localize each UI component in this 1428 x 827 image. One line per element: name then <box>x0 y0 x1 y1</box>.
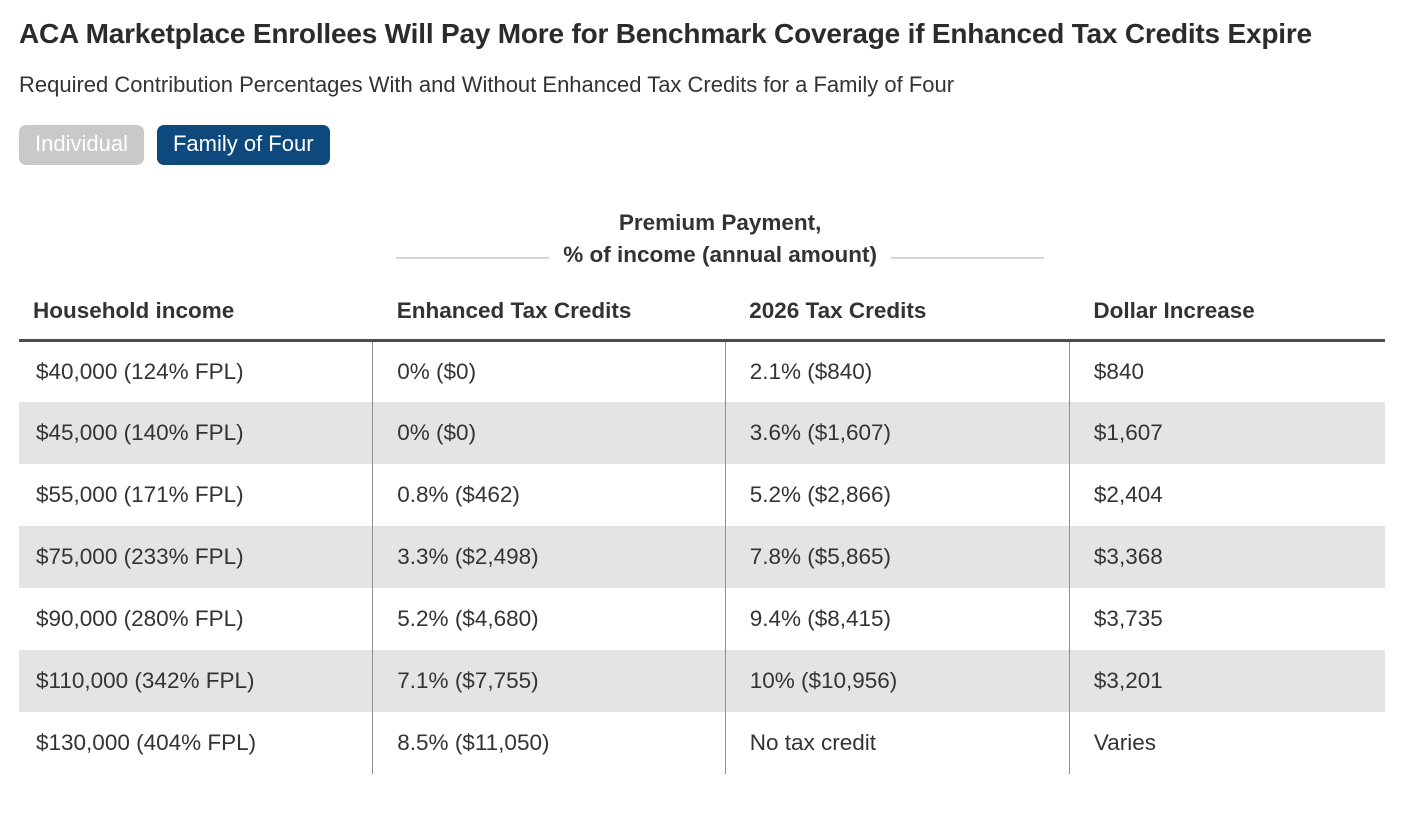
cell-enhanced: 7.1% ($7,755) <box>372 650 726 713</box>
cell-increase: $2,404 <box>1068 464 1385 527</box>
column-header-2026-tax-credits: 2026 Tax Credits <box>725 273 1070 342</box>
table-row: $55,000 (171% FPL) 0.8% ($462) 5.2% ($2,… <box>19 464 1385 527</box>
group-header-line1: Premium Payment, <box>618 209 822 235</box>
cell-enhanced: 0% ($0) <box>372 402 726 465</box>
column-header-household-income: Household income <box>19 273 373 342</box>
cell-increase: $840 <box>1068 340 1385 403</box>
table-row: $130,000 (404% FPL) 8.5% ($11,050) No ta… <box>19 712 1385 775</box>
cell-increase: Varies <box>1068 712 1385 775</box>
cell-2026: No tax credit <box>724 712 1070 775</box>
column-header-dollar-increase: Dollar Increase <box>1069 273 1385 342</box>
cell-enhanced: 3.3% ($2,498) <box>372 526 726 589</box>
page-title: ACA Marketplace Enrollees Will Pay More … <box>19 18 1312 49</box>
page-subtitle: Required Contribution Percentages With a… <box>19 72 955 98</box>
column-header-row: Household income Enhanced Tax Credits 20… <box>19 273 1385 342</box>
cell-increase: $1,607 <box>1068 402 1385 465</box>
cell-2026: 10% ($10,956) <box>724 650 1070 713</box>
toggle-individual-button[interactable]: Individual <box>19 125 144 165</box>
group-header-label: Premium Payment, % of income (annual amo… <box>549 207 891 272</box>
cell-increase: $3,735 <box>1068 588 1385 651</box>
cell-income: $75,000 (233% FPL) <box>36 544 244 570</box>
cell-increase: $3,368 <box>1068 526 1385 589</box>
cell-enhanced: 0.8% ($462) <box>372 464 726 527</box>
group-header-line2: % of income (annual amount) <box>563 242 877 268</box>
group-header-rule-left <box>395 256 550 259</box>
contribution-table: Premium Payment, % of income (annual amo… <box>19 207 1385 775</box>
page: ACA Marketplace Enrollees Will Pay More … <box>19 18 1404 775</box>
cell-income: $110,000 (342% FPL) <box>36 668 255 694</box>
cell-income: $40,000 (124% FPL) <box>36 359 244 385</box>
group-header-rule-right <box>890 256 1045 259</box>
cell-2026: 7.8% ($5,865) <box>724 526 1070 589</box>
cell-income: $130,000 (404% FPL) <box>36 730 257 756</box>
cell-income: $55,000 (171% FPL) <box>36 482 244 508</box>
table-row: $90,000 (280% FPL) 5.2% ($4,680) 9.4% ($… <box>19 588 1385 651</box>
cell-income: $45,000 (140% FPL) <box>36 420 244 446</box>
column-header-enhanced-tax-credits: Enhanced Tax Credits <box>372 273 726 342</box>
cell-2026: 2.1% ($840) <box>724 340 1070 403</box>
group-header-row: Premium Payment, % of income (annual amo… <box>19 207 1385 274</box>
table-row: $75,000 (233% FPL) 3.3% ($2,498) 7.8% ($… <box>19 526 1385 589</box>
cell-2026: 5.2% ($2,866) <box>724 464 1070 527</box>
table-row: $40,000 (124% FPL) 0% ($0) 2.1% ($840) $… <box>19 340 1385 403</box>
cell-enhanced: 8.5% ($11,050) <box>372 712 726 775</box>
cell-2026: 3.6% ($1,607) <box>724 402 1070 465</box>
view-toggle-group: Individual Family of Four <box>19 125 1404 165</box>
cell-enhanced: 5.2% ($4,680) <box>372 588 726 651</box>
cell-enhanced: 0% ($0) <box>372 340 726 403</box>
group-header-cell: Premium Payment, % of income (annual amo… <box>373 207 1070 274</box>
cell-2026: 9.4% ($8,415) <box>724 588 1070 651</box>
toggle-family-of-four-button[interactable]: Family of Four <box>156 125 330 165</box>
group-header-spacer-right <box>1069 207 1385 274</box>
table-row: $110,000 (342% FPL) 7.1% ($7,755) 10% ($… <box>19 650 1385 713</box>
cell-income: $90,000 (280% FPL) <box>36 606 244 632</box>
table-row: $45,000 (140% FPL) 0% ($0) 3.6% ($1,607)… <box>19 402 1385 465</box>
cell-increase: $3,201 <box>1068 650 1385 713</box>
group-header-spacer-left <box>19 207 373 274</box>
